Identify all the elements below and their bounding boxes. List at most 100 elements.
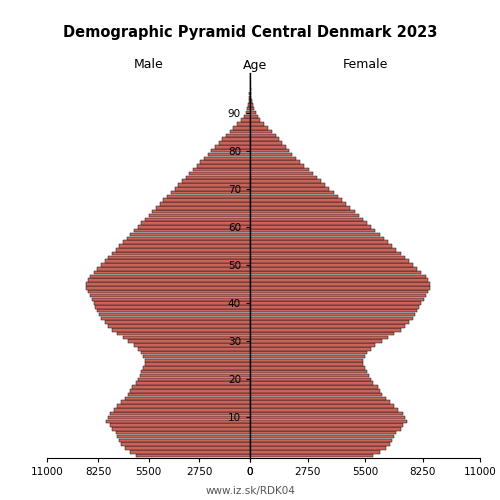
- Bar: [174, 187, 250, 190]
- Bar: [250, 316, 413, 320]
- Bar: [88, 290, 250, 294]
- Bar: [110, 412, 250, 416]
- Bar: [250, 332, 394, 336]
- Bar: [250, 130, 272, 134]
- Bar: [247, 107, 250, 110]
- Bar: [250, 454, 374, 458]
- Bar: [250, 233, 380, 236]
- Bar: [250, 248, 396, 252]
- Bar: [145, 362, 250, 366]
- Bar: [250, 389, 380, 392]
- Bar: [250, 142, 282, 145]
- Bar: [250, 111, 256, 114]
- Bar: [160, 202, 250, 206]
- Bar: [248, 103, 250, 106]
- Bar: [123, 240, 250, 244]
- Bar: [250, 354, 365, 358]
- Bar: [250, 450, 380, 454]
- Bar: [250, 278, 428, 282]
- Bar: [250, 107, 254, 110]
- Bar: [178, 183, 250, 186]
- Bar: [250, 286, 430, 290]
- Bar: [234, 126, 250, 130]
- Bar: [250, 271, 422, 274]
- Bar: [106, 420, 250, 423]
- Bar: [108, 256, 250, 259]
- Bar: [90, 294, 250, 297]
- Bar: [193, 168, 250, 172]
- Bar: [250, 168, 308, 172]
- Bar: [250, 305, 420, 308]
- Bar: [108, 416, 250, 419]
- Bar: [200, 160, 250, 164]
- Bar: [250, 320, 409, 324]
- Bar: [250, 393, 382, 396]
- Bar: [249, 96, 250, 99]
- Bar: [250, 282, 430, 286]
- Text: www.iz.sk/RDK04: www.iz.sk/RDK04: [205, 486, 295, 496]
- Bar: [186, 176, 250, 179]
- Bar: [250, 431, 396, 434]
- Bar: [145, 358, 250, 362]
- Bar: [250, 229, 376, 232]
- Bar: [128, 340, 250, 343]
- Bar: [138, 378, 250, 381]
- Bar: [250, 298, 424, 301]
- Bar: [250, 290, 428, 294]
- Bar: [226, 134, 250, 137]
- Bar: [250, 328, 400, 332]
- Bar: [250, 164, 304, 168]
- Bar: [92, 298, 250, 301]
- Bar: [94, 271, 250, 274]
- Bar: [138, 225, 250, 228]
- Bar: [134, 344, 250, 347]
- Bar: [250, 442, 390, 446]
- Bar: [125, 396, 250, 400]
- Bar: [156, 206, 250, 210]
- Bar: [218, 142, 250, 145]
- Bar: [134, 229, 250, 232]
- Bar: [250, 180, 321, 183]
- Bar: [250, 194, 338, 198]
- Bar: [250, 263, 413, 267]
- Bar: [250, 156, 296, 160]
- Bar: [250, 152, 292, 156]
- Bar: [250, 420, 407, 423]
- Bar: [250, 446, 386, 450]
- Bar: [126, 236, 250, 240]
- Bar: [88, 278, 250, 282]
- Bar: [97, 309, 250, 312]
- Bar: [250, 358, 363, 362]
- Bar: [250, 362, 363, 366]
- Bar: [222, 138, 250, 141]
- Bar: [114, 408, 250, 412]
- Bar: [250, 347, 372, 350]
- Bar: [250, 378, 372, 381]
- Bar: [250, 340, 382, 343]
- Bar: [250, 336, 388, 339]
- Bar: [250, 103, 253, 106]
- Bar: [248, 100, 250, 103]
- Bar: [130, 389, 250, 392]
- Bar: [120, 438, 250, 442]
- Bar: [101, 263, 250, 267]
- Bar: [241, 118, 250, 122]
- Bar: [250, 366, 365, 370]
- Bar: [250, 126, 268, 130]
- Bar: [101, 316, 250, 320]
- Bar: [250, 252, 400, 256]
- Bar: [121, 400, 250, 404]
- Bar: [97, 267, 250, 270]
- Bar: [140, 374, 250, 378]
- Bar: [250, 260, 409, 263]
- Bar: [167, 194, 250, 198]
- Bar: [250, 344, 376, 347]
- Bar: [250, 134, 276, 137]
- Bar: [250, 176, 317, 179]
- Bar: [250, 302, 422, 305]
- Bar: [130, 450, 250, 454]
- Text: Male: Male: [134, 58, 164, 71]
- Bar: [244, 114, 250, 118]
- Bar: [148, 214, 250, 217]
- Bar: [112, 427, 250, 430]
